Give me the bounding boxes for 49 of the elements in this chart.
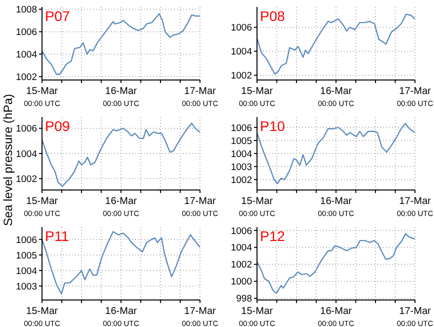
y-tick-label: 1000 bbox=[230, 276, 252, 288]
y-tick-label: 1003 bbox=[16, 281, 37, 292]
y-axis-title: Sea level pressure (hPa) bbox=[1, 94, 15, 226]
x-tick-label: 17-Mar 00:00 UTC bbox=[396, 306, 434, 327]
x-tick-label: 16-Mar 00:00 UTC bbox=[102, 196, 140, 218]
chart-title: P12 bbox=[260, 228, 285, 244]
x-tick-label: 16-Mar 00:00 UTC bbox=[102, 86, 140, 108]
chart-title: P11 bbox=[45, 228, 69, 244]
y-tick-label: 1005 bbox=[16, 250, 37, 262]
y-tick-label: 1004 bbox=[16, 50, 37, 61]
y-tick-label: 1004 bbox=[230, 148, 252, 160]
y-tick-label: 1008 bbox=[16, 4, 37, 16]
x-tick-label: 15-Mar 00:00 UTC bbox=[24, 306, 61, 327]
x-tick-label: 16-Mar 00:00 UTC bbox=[318, 86, 355, 108]
x-tick-label: 15-Mar 00:00 UTC bbox=[238, 306, 276, 327]
x-tick-label: 17-Mar 00:00 UTC bbox=[182, 196, 219, 218]
x-tick-label: 15-Mar 00:00 UTC bbox=[238, 196, 276, 218]
y-tick-label: 1006 bbox=[16, 234, 37, 246]
x-tick-label: 17-Mar 00:00 UTC bbox=[182, 86, 219, 108]
y-tick-label: 1006 bbox=[16, 27, 37, 38]
chart-title: P10 bbox=[260, 118, 285, 134]
y-tick-label: 1004 bbox=[16, 148, 37, 160]
y-tick-label: 1002 bbox=[230, 260, 252, 271]
y-tick-label: 1002 bbox=[16, 72, 37, 84]
y-tick-label: 1002 bbox=[230, 70, 252, 82]
y-tick-label: 1002 bbox=[230, 174, 252, 186]
x-tick-label: 16-Mar 00:00 UTC bbox=[318, 196, 355, 218]
y-tick-label: 1003 bbox=[230, 162, 252, 173]
y-tick-label: 1004 bbox=[230, 46, 252, 58]
y-tick-label: 1004 bbox=[230, 242, 252, 254]
x-tick-label: 17-Mar 00:00 UTC bbox=[396, 86, 434, 108]
x-tick-label: 15-Mar 00:00 UTC bbox=[238, 86, 276, 108]
y-tick-label: 1005 bbox=[230, 136, 252, 147]
y-tick-label: 998 bbox=[236, 294, 252, 305]
y-tick-label: 1006 bbox=[230, 122, 252, 134]
y-tick-label: 1002 bbox=[16, 174, 37, 186]
chart-title: P09 bbox=[45, 118, 70, 134]
chart-title: P07 bbox=[45, 8, 70, 24]
x-tick-label: 16-Mar 00:00 UTC bbox=[318, 306, 355, 327]
x-tick-label: 17-Mar 00:00 UTC bbox=[396, 196, 434, 218]
x-tick-label: 16-Mar 00:00 UTC bbox=[102, 306, 140, 327]
x-tick-label: 17-Mar 00:00 UTC bbox=[182, 306, 219, 327]
chart-title: P08 bbox=[260, 8, 285, 24]
x-tick-label: 15-Mar 00:00 UTC bbox=[24, 86, 61, 108]
y-tick-label: 1006 bbox=[16, 124, 37, 135]
x-tick-label: 15-Mar 00:00 UTC bbox=[24, 196, 61, 218]
y-tick-label: 1006 bbox=[230, 226, 252, 237]
y-tick-label: 1004 bbox=[16, 266, 37, 277]
y-tick-label: 1006 bbox=[230, 22, 252, 34]
